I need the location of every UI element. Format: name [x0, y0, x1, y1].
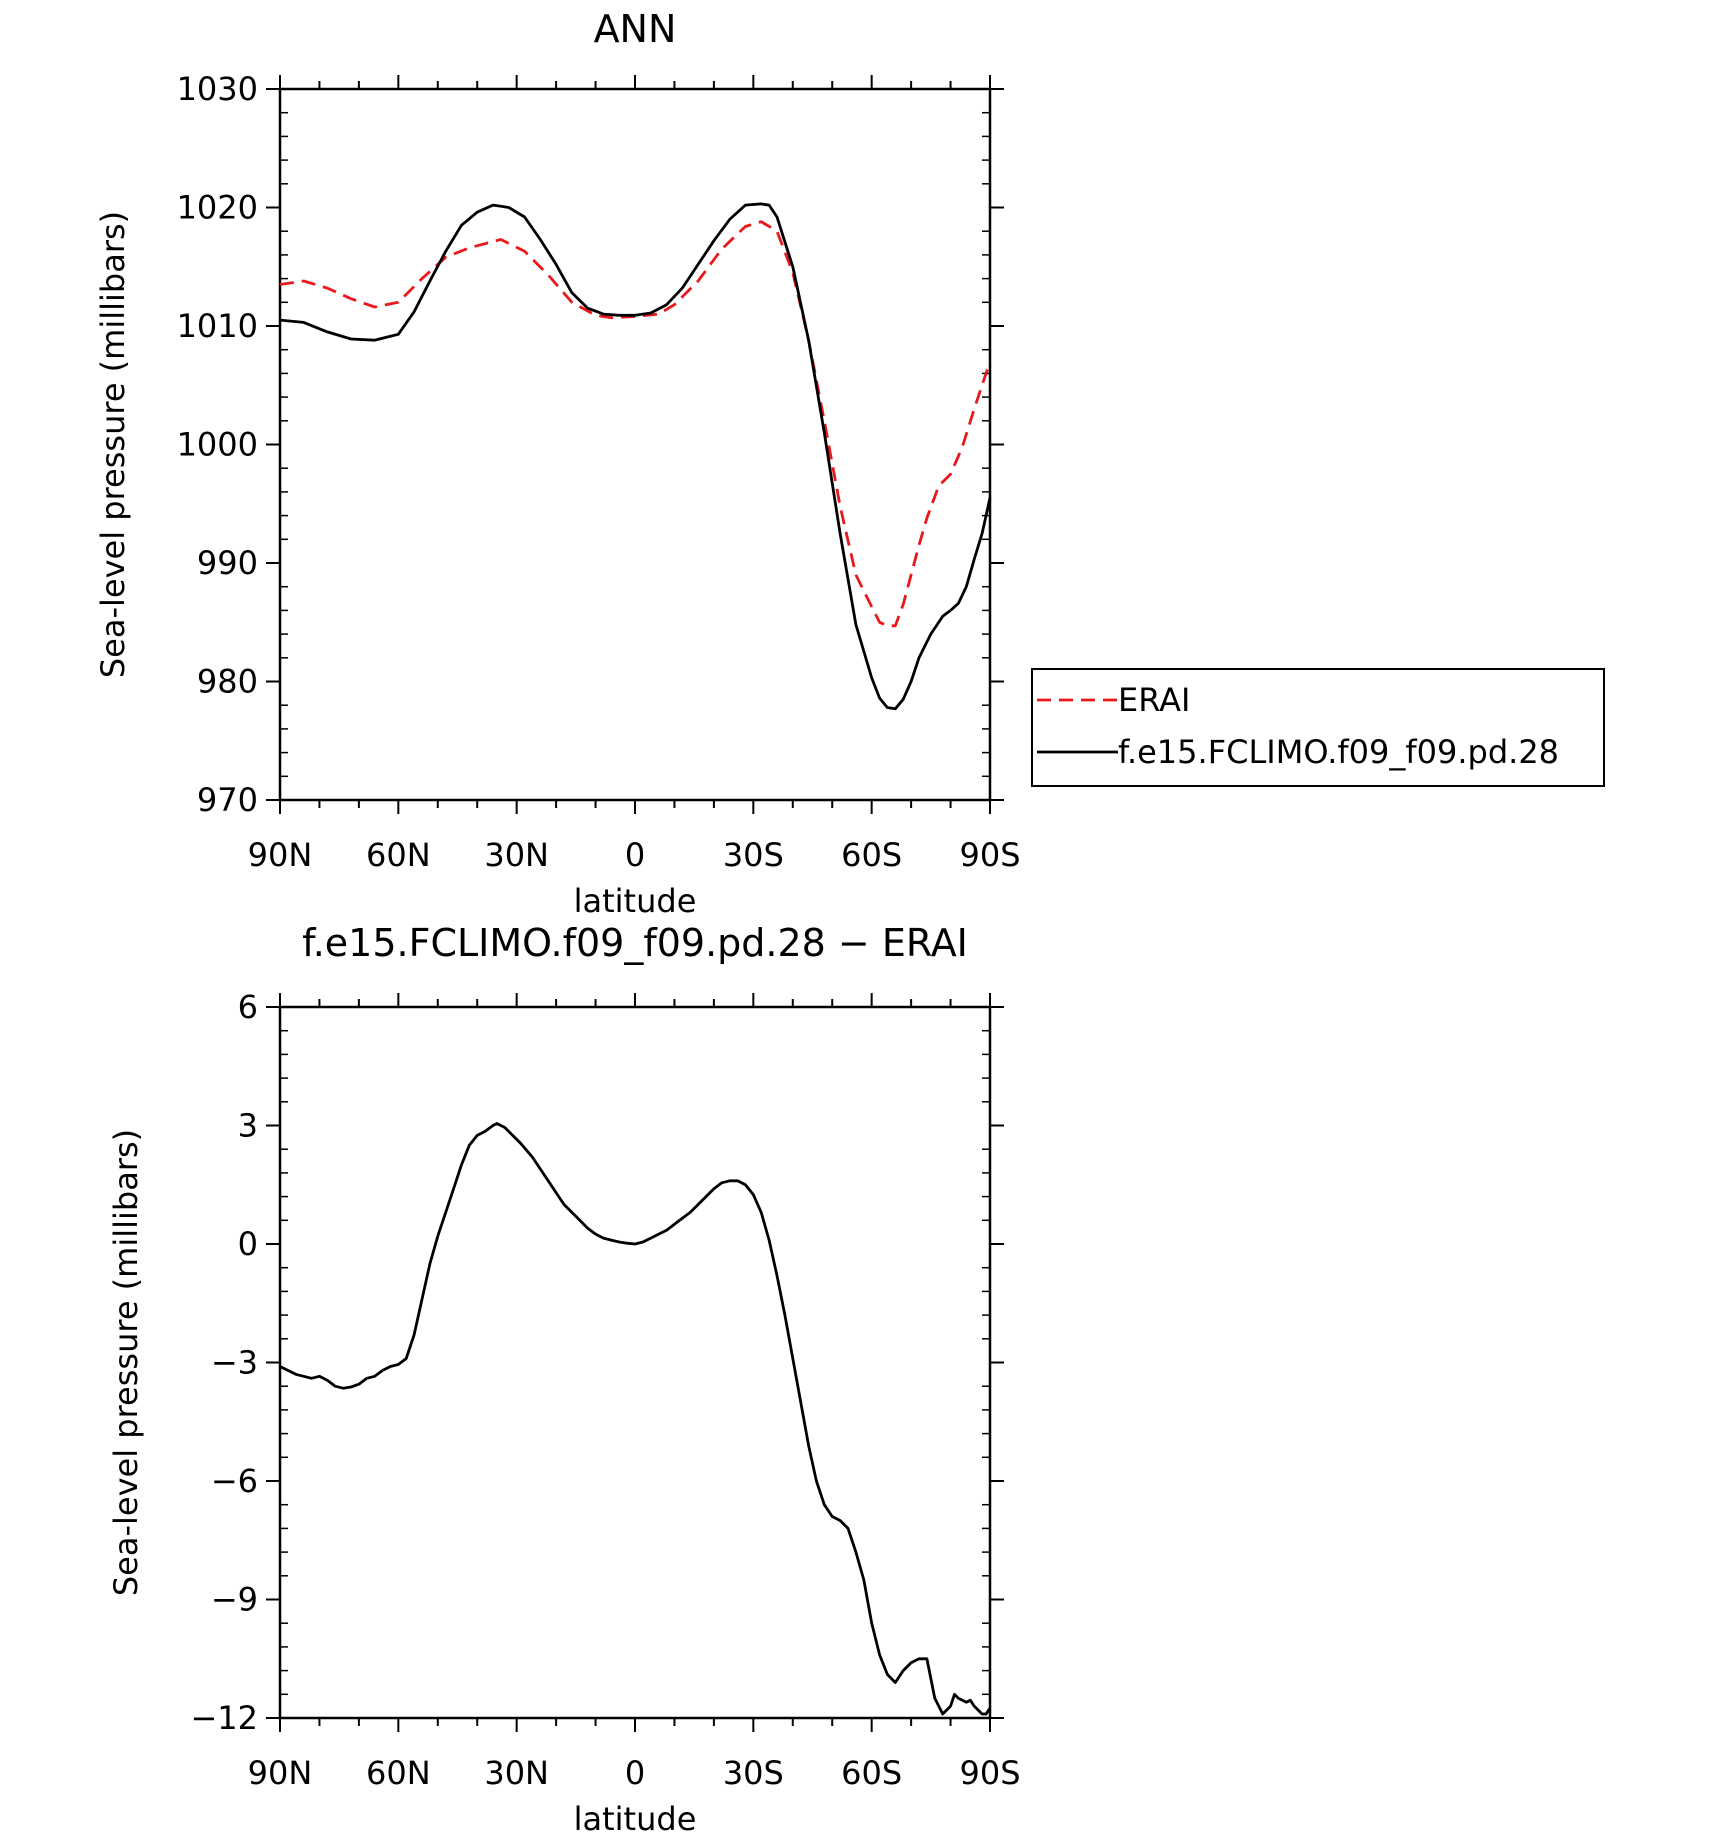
x-tick-label: 30N [484, 1754, 549, 1792]
legend-entry-erai: ERAI [1118, 681, 1190, 719]
x-tick-label: 60N [366, 1754, 431, 1792]
x-tick-label: 90S [959, 1754, 1020, 1792]
x-tick-label: 30S [723, 1754, 784, 1792]
top-x-axis-label: latitude [574, 882, 697, 920]
bottom-x-axis-label: latitude [574, 1800, 697, 1833]
bottom-panel: −12 −9 −6 −3 0 3 6 90N 60N 30N 0 30S 60S 90S f.e15.F… [107, 921, 1021, 1833]
x-tick-label: 90N [248, 1754, 313, 1792]
bottom-x-tick-labels: 90N 60N 30N 0 30S 60S 90S [248, 1754, 1021, 1792]
x-tick-label: 0 [625, 1754, 645, 1792]
y-tick-label: −9 [211, 1581, 258, 1619]
x-tick-label: 90S [959, 836, 1020, 874]
top-y-axis-label: Sea-level pressure (millibars) [94, 211, 132, 678]
y-tick-label: 3 [238, 1107, 258, 1145]
bottom-y-axis-label: Sea-level pressure (millibars) [107, 1129, 145, 1596]
y-tick-label: 1000 [177, 426, 258, 464]
y-tick-label: 6 [238, 988, 258, 1026]
y-tick-label: −3 [211, 1344, 258, 1382]
bottom-chart-title: f.e15.FCLIMO.f09_f09.pd.28 − ERAI [302, 921, 968, 965]
y-tick-label: 1010 [177, 307, 258, 345]
x-tick-label: 30S [723, 836, 784, 874]
legend-box [1031, 668, 1605, 787]
bottom-series-lines [279, 1122, 992, 1716]
series-line-erai [279, 220, 992, 628]
bottom-plot-frame [278, 1005, 992, 1720]
top-tick-marks [266, 75, 1004, 814]
x-tick-label: 90N [248, 836, 313, 874]
legend-entry-model: f.e15.FCLIMO.f09_f09.pd.28 [1118, 733, 1559, 771]
top-y-tick-labels: 970 980 990 1000 1010 1020 1030 [177, 70, 258, 819]
y-tick-label: 0 [238, 1225, 258, 1263]
bottom-tick-marks [266, 993, 1004, 1732]
y-tick-label: 990 [197, 544, 258, 582]
bottom-y-tick-labels: −12 −9 −6 −3 0 3 6 [190, 988, 258, 1737]
y-tick-label: −12 [190, 1699, 258, 1737]
series-line-f-e15-fclimo-f09-f09-pd-28 [279, 202, 992, 711]
top-chart-title: ANN [594, 7, 677, 51]
y-tick-label: 1020 [177, 189, 258, 227]
y-tick-label: 980 [197, 663, 258, 701]
top-panel: 970 980 990 1000 1010 1020 1030 90N 60N 30N 0 30S 6… [94, 7, 1021, 920]
x-tick-label: 0 [625, 836, 645, 874]
top-series-lines [279, 202, 992, 711]
x-tick-label: 60S [841, 836, 902, 874]
legend: ERAI f.e15.FCLIMO.f09_f09.pd.28 [1031, 668, 1605, 787]
x-tick-label: 30N [484, 836, 549, 874]
x-tick-label: 60S [841, 1754, 902, 1792]
y-tick-label: 970 [197, 781, 258, 819]
y-tick-label: 1030 [177, 70, 258, 108]
top-plot-frame [278, 87, 992, 802]
difference-line [279, 1122, 992, 1716]
top-x-tick-labels: 90N 60N 30N 0 30S 60S 90S [248, 836, 1021, 874]
y-tick-label: −6 [211, 1462, 258, 1500]
x-tick-label: 60N [366, 836, 431, 874]
